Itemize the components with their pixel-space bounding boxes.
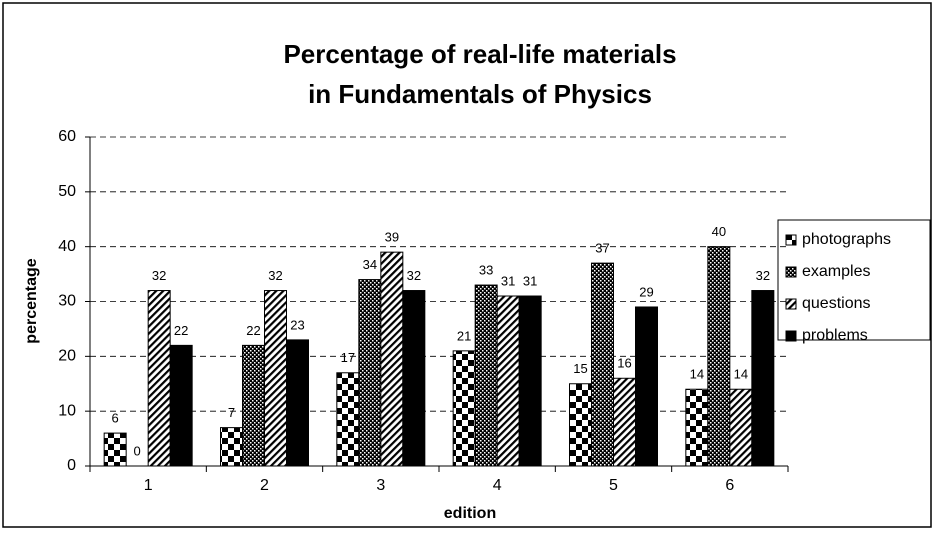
legend-marker <box>785 330 797 342</box>
data-label: 31 <box>501 273 515 288</box>
legend-label: examples <box>802 263 870 280</box>
data-label: 33 <box>479 262 493 277</box>
data-label: 29 <box>639 284 653 299</box>
bar <box>569 383 592 467</box>
bar <box>518 295 542 467</box>
data-label: 14 <box>690 367 704 382</box>
data-label: 0 <box>134 443 141 458</box>
data-label: 22 <box>246 323 260 338</box>
y-tick-label: 50 <box>58 183 76 200</box>
data-label: 31 <box>523 273 537 288</box>
legend-box <box>777 219 931 341</box>
y-tick-label: 30 <box>58 293 76 310</box>
data-label: 15 <box>573 361 587 376</box>
legend-label: questions <box>802 295 871 312</box>
y-axis-label: percentage <box>23 258 40 343</box>
bar <box>729 388 753 467</box>
legend-label: photographs <box>802 231 891 248</box>
bar <box>707 246 731 467</box>
bar <box>751 290 775 467</box>
bar <box>358 279 382 467</box>
bar <box>147 290 171 467</box>
bar <box>220 427 243 467</box>
x-tick-label: 6 <box>725 477 734 494</box>
data-label: 32 <box>268 268 282 283</box>
bar <box>336 372 360 467</box>
data-label: 32 <box>407 268 421 283</box>
legend-marker <box>785 266 797 278</box>
bar <box>613 377 636 467</box>
data-label: 14 <box>734 367 748 382</box>
y-tick-label: 0 <box>67 457 76 474</box>
y-tick-label: 10 <box>58 402 76 419</box>
data-label: 16 <box>617 356 631 371</box>
bar <box>286 339 309 467</box>
bar <box>635 306 658 467</box>
x-tick-label: 4 <box>493 477 502 494</box>
data-label: 22 <box>174 323 188 338</box>
bar <box>591 262 614 467</box>
data-label: 40 <box>712 224 726 239</box>
y-tick-label: 40 <box>58 238 76 255</box>
bar <box>474 284 498 467</box>
bar <box>380 251 404 467</box>
bar <box>685 388 709 467</box>
data-label: 39 <box>385 230 399 245</box>
legend-label: problems <box>802 327 868 344</box>
x-tick-label: 3 <box>376 477 385 494</box>
data-label: 6 <box>112 411 119 426</box>
bar <box>264 290 287 467</box>
x-tick-label: 2 <box>260 477 269 494</box>
y-tick-label: 20 <box>58 348 76 365</box>
bar <box>402 290 426 467</box>
y-tick-label: 60 <box>58 128 76 145</box>
data-label: 32 <box>152 268 166 283</box>
data-label: 37 <box>595 241 609 256</box>
bar <box>103 432 127 467</box>
legend-marker <box>785 298 797 310</box>
x-tick-label: 5 <box>609 477 618 494</box>
x-axis-label: edition <box>444 505 496 522</box>
data-label: 21 <box>457 328 471 343</box>
data-label: 23 <box>290 317 304 332</box>
bar <box>496 295 520 467</box>
chart-title: Percentage of real-life materials <box>283 39 676 69</box>
data-label: 17 <box>341 350 355 365</box>
bar <box>452 350 476 467</box>
x-tick-label: 1 <box>144 477 153 494</box>
legend-marker <box>785 234 797 246</box>
chart-title: in Fundamentals of Physics <box>308 79 652 109</box>
bar <box>169 344 193 467</box>
data-label: 7 <box>228 405 235 420</box>
bar <box>242 344 265 467</box>
data-label: 34 <box>363 257 377 272</box>
data-label: 32 <box>756 268 770 283</box>
